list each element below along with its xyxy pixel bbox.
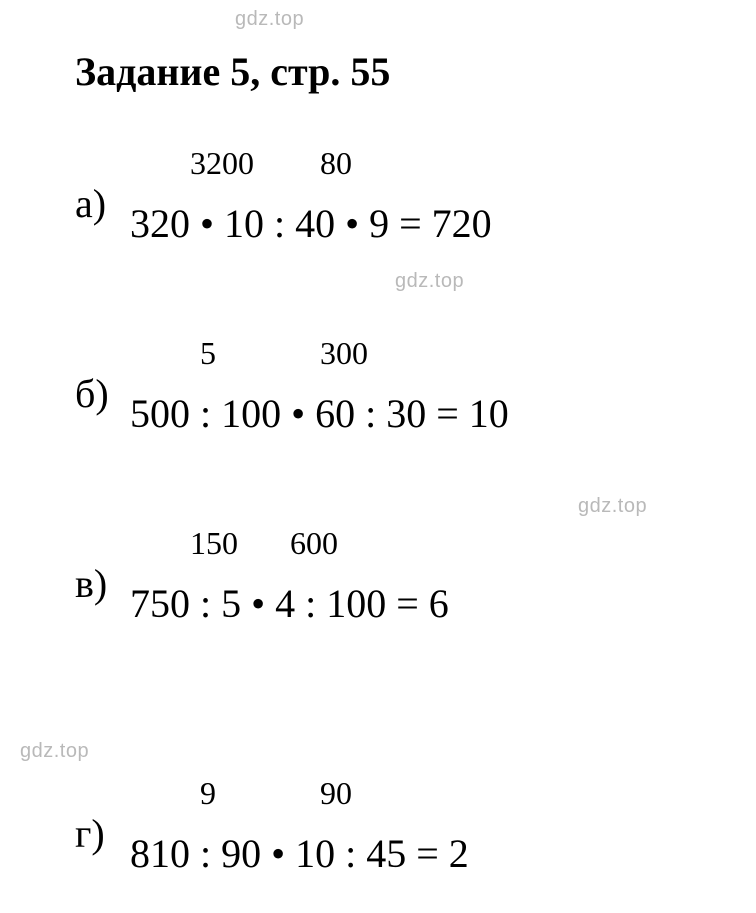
page-title: Задание 5, стр. 55 xyxy=(75,48,390,95)
item-a-anno1: 3200 xyxy=(190,145,254,182)
item-c-label: в) xyxy=(75,560,107,607)
item-a-equation: 320 • 10 : 40 • 9 = 720 xyxy=(130,200,492,247)
watermark: gdz.top xyxy=(395,270,464,293)
item-d-equation: 810 : 90 • 10 : 45 = 2 xyxy=(130,830,469,877)
watermark: gdz.top xyxy=(20,740,89,763)
watermark: gdz.top xyxy=(578,495,647,518)
item-d-anno2: 90 xyxy=(320,775,352,812)
item-b-anno2: 300 xyxy=(320,335,368,372)
item-b-equation: 500 : 100 • 60 : 30 = 10 xyxy=(130,390,509,437)
item-b-anno1: 5 xyxy=(200,335,216,372)
item-b-label: б) xyxy=(75,370,109,417)
item-d-anno1: 9 xyxy=(200,775,216,812)
item-d-label: г) xyxy=(75,810,105,857)
item-c-anno2: 600 xyxy=(290,525,338,562)
item-a-label: а) xyxy=(75,180,106,227)
item-c-equation: 750 : 5 • 4 : 100 = 6 xyxy=(130,580,449,627)
item-c-anno1: 150 xyxy=(190,525,238,562)
watermark: gdz.top xyxy=(235,8,304,31)
item-a-anno2: 80 xyxy=(320,145,352,182)
